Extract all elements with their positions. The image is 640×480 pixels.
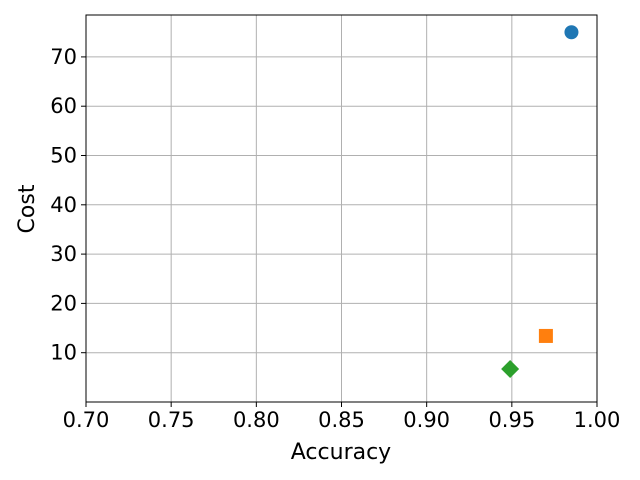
y-tick-label: 40 bbox=[50, 193, 77, 217]
x-tick-label: 0.90 bbox=[403, 408, 450, 432]
x-tick-label: 0.85 bbox=[318, 408, 365, 432]
y-axis: 10 20 30 40 50 60 70 bbox=[50, 45, 86, 365]
y-tick-label: 50 bbox=[50, 144, 77, 168]
y-tick-label: 30 bbox=[50, 242, 77, 266]
data-point-square bbox=[538, 328, 553, 343]
y-tick-label: 20 bbox=[50, 291, 77, 315]
x-tick-label: 0.75 bbox=[148, 408, 195, 432]
y-tick-label: 70 bbox=[50, 45, 77, 69]
data-point-circle bbox=[564, 25, 579, 40]
x-axis-title: Accuracy bbox=[291, 440, 391, 465]
y-tick-label: 60 bbox=[50, 94, 77, 118]
data-points bbox=[501, 25, 579, 378]
x-tick-label: 0.80 bbox=[233, 408, 280, 432]
x-tick-label: 0.95 bbox=[488, 408, 535, 432]
data-point-diamond bbox=[501, 359, 520, 378]
x-tick-label: 0.70 bbox=[63, 408, 110, 432]
y-axis-title: Cost bbox=[15, 184, 40, 233]
grid bbox=[85, 15, 598, 402]
x-axis: 0.70 0.75 0.80 0.85 0.90 0.95 1.00 bbox=[63, 402, 621, 432]
y-tick-label: 10 bbox=[50, 341, 77, 365]
x-tick-label: 1.00 bbox=[574, 408, 621, 432]
